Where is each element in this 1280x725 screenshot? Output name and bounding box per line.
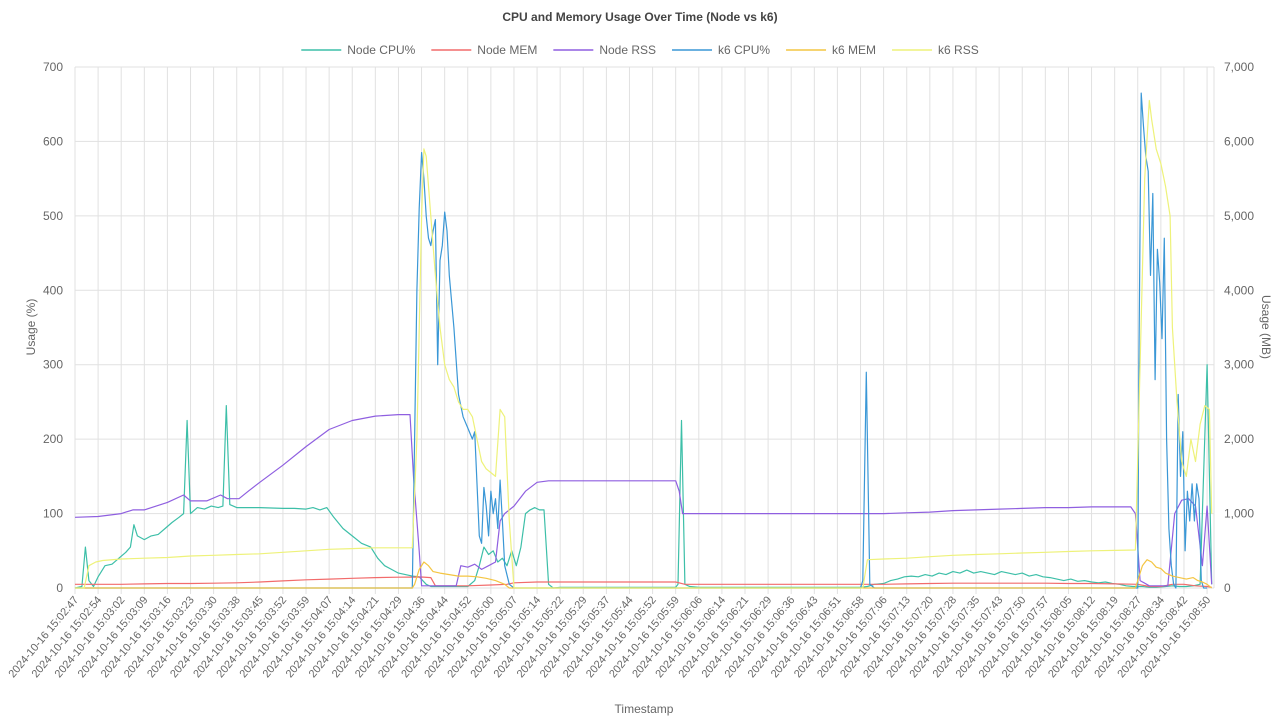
y-tick-right: 2,000 [1224,432,1254,446]
left-y-axis-ticks: 0 100 200 300 400 500 600 700 [43,60,63,595]
y-tick-right: 7,000 [1224,60,1254,74]
legend: Node CPU% Node MEM Node RSS k6 CPU% k6 MEM k6… [301,43,979,57]
right-y-axis-title: Usage (MB) [1259,295,1273,359]
y-tick-left: 0 [56,581,63,595]
y-tick-left: 400 [43,283,63,297]
right-y-axis-ticks: 0 1,000 2,000 3,000 4,000 5,000 6,000 7,000 [1224,60,1254,595]
chart-title: CPU and Memory Usage Over Time (Node vs … [502,10,777,24]
legend-label-k6-rss: k6 RSS [938,43,979,57]
y-tick-left: 200 [43,432,63,446]
legend-label-node-rss: Node RSS [599,43,656,57]
series-line-k6-cpu- [75,92,1208,589]
y-tick-right: 5,000 [1224,209,1254,223]
legend-label-k6-cpu-: k6 CPU% [718,43,770,57]
horizontal-gridlines [75,66,1214,589]
series-line-k6-rss [75,99,1213,589]
y-tick-right: 0 [1224,581,1231,595]
legend-label-k6-mem: k6 MEM [832,43,876,57]
y-tick-right: 1,000 [1224,507,1254,521]
y-tick-right: 3,000 [1224,358,1254,372]
series-line-node-rss [74,414,1213,587]
legend-label-node-cpu-: Node CPU% [347,43,415,57]
legend-label-node-mem: Node MEM [477,43,537,57]
y-tick-right: 6,000 [1224,134,1254,148]
left-y-axis-title: Usage (%) [24,299,38,356]
y-tick-left: 600 [43,134,63,148]
y-tick-left: 500 [43,209,63,223]
series-lines [74,92,1213,589]
y-tick-left: 700 [43,60,63,74]
y-tick-right: 4,000 [1224,283,1254,297]
y-tick-left: 100 [43,507,63,521]
y-tick-left: 300 [43,358,63,372]
series-line-node-mem [75,576,1212,588]
x-axis-title: Timestamp [615,702,674,716]
series-line-node-cpu- [74,364,1213,589]
vertical-gridlines [74,67,1215,594]
